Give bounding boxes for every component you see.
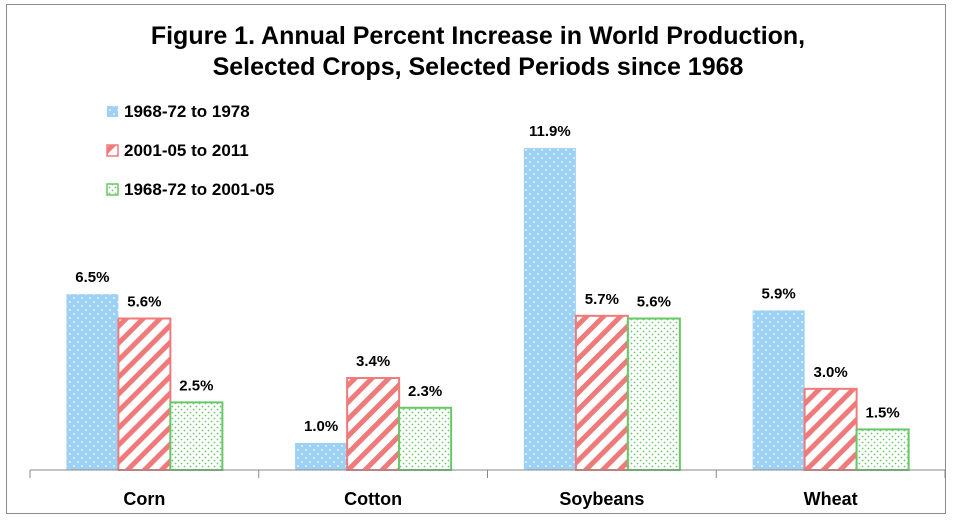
- bars-group: 6.5% 5.6% 2.5% 1.0% 3.4% 2.3% 11.9% 5.7% 5.6% 5.9…: [66, 123, 910, 472]
- value-label-cotton-series-2: 3.4%: [356, 353, 390, 370]
- chart-title-line1: Figure 1. Annual Percent Increase in Wor…: [151, 22, 805, 50]
- category-label-corn: Corn: [123, 489, 165, 509]
- legend-swatch-3: [106, 183, 119, 196]
- bar-soybeans-series-2: [574, 314, 629, 471]
- bar-wheat-series-3: [855, 428, 910, 471]
- chart-title-line2: Selected Crops, Selected Periods since 1…: [213, 53, 744, 81]
- value-label-soybeans-series-1: 11.9%: [529, 123, 571, 140]
- value-label-corn-series-2: 5.6%: [127, 294, 161, 311]
- bar-soybeans-series-1: [523, 148, 576, 471]
- legend-swatch-1: [107, 106, 118, 117]
- legend-label-2: 2001-05 to 2011: [124, 141, 249, 160]
- value-label-soybeans-series-2: 5.7%: [585, 291, 619, 308]
- value-label-corn-series-3: 2.5%: [179, 377, 213, 394]
- legend: 1968-72 to 1978 2001-05 to 2011 1968-72 to…: [106, 102, 274, 199]
- bar-cotton-series-1: [295, 442, 348, 470]
- bar-corn-series-3: [169, 401, 224, 471]
- value-label-cotton-series-1: 1.0%: [304, 418, 338, 435]
- value-label-wheat-series-2: 3.0%: [814, 364, 848, 381]
- legend-swatch-2: [106, 144, 119, 157]
- value-label-cotton-series-3: 2.3%: [408, 383, 442, 400]
- category-label-wheat: Wheat: [804, 489, 858, 509]
- legend-label-1: 1968-72 to 1978: [124, 102, 250, 121]
- bar-corn-series-1: [66, 294, 119, 470]
- legend-label-3: 1968-72 to 2001-05: [124, 180, 274, 199]
- category-label-cotton: Cotton: [344, 489, 402, 509]
- value-label-corn-series-1: 6.5%: [75, 269, 109, 286]
- bar-corn-series-2: [117, 317, 172, 471]
- x-axis: Corn Cotton Soybeans Wheat: [29, 469, 946, 509]
- bar-cotton-series-2: [346, 377, 401, 471]
- value-label-wheat-series-3: 1.5%: [866, 404, 900, 421]
- value-label-wheat-series-1: 5.9%: [762, 285, 796, 302]
- bar-wheat-series-2: [803, 387, 858, 472]
- bar-wheat-series-1: [752, 310, 805, 470]
- bar-soybeans-series-3: [626, 317, 681, 471]
- bar-cotton-series-3: [398, 406, 453, 472]
- value-label-soybeans-series-3: 5.6%: [637, 294, 671, 311]
- category-label-soybeans: Soybeans: [559, 489, 644, 509]
